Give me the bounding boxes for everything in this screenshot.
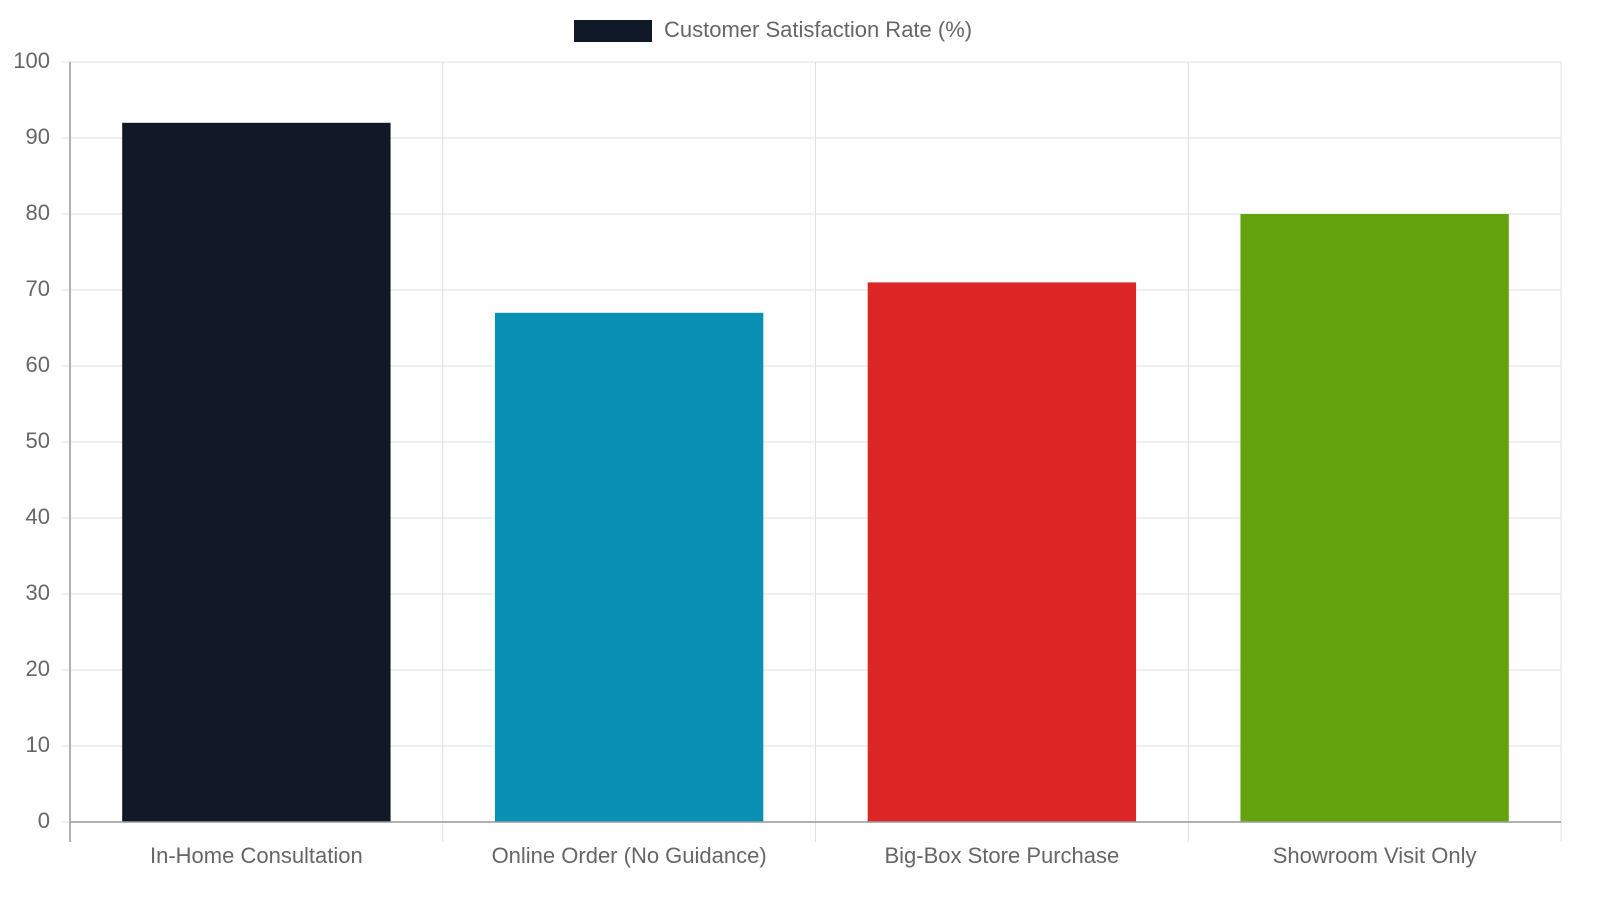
bar [1240,214,1509,822]
y-tick-label: 20 [26,656,50,681]
y-tick-label: 50 [26,428,50,453]
y-tick-label: 10 [26,732,50,757]
y-tick-label: 0 [38,808,50,833]
y-tick-label: 80 [26,200,50,225]
bar [122,122,391,823]
y-tick-label: 40 [26,504,50,529]
legend-swatch [574,20,652,42]
bar [867,282,1137,822]
bar [494,312,764,822]
x-tick-label: Showroom Visit Only [1273,843,1477,868]
y-tick-label: 70 [26,276,50,301]
y-tick-label: 60 [26,352,50,377]
x-tick-label: In-Home Consultation [150,843,363,868]
y-tick-label: 100 [13,48,50,73]
x-tick-label: Big-Box Store Purchase [884,843,1119,868]
x-tick-label: Online Order (No Guidance) [492,843,767,868]
y-tick-label: 90 [26,124,50,149]
y-tick-label: 30 [26,580,50,605]
legend-label: Customer Satisfaction Rate (%) [664,17,972,42]
